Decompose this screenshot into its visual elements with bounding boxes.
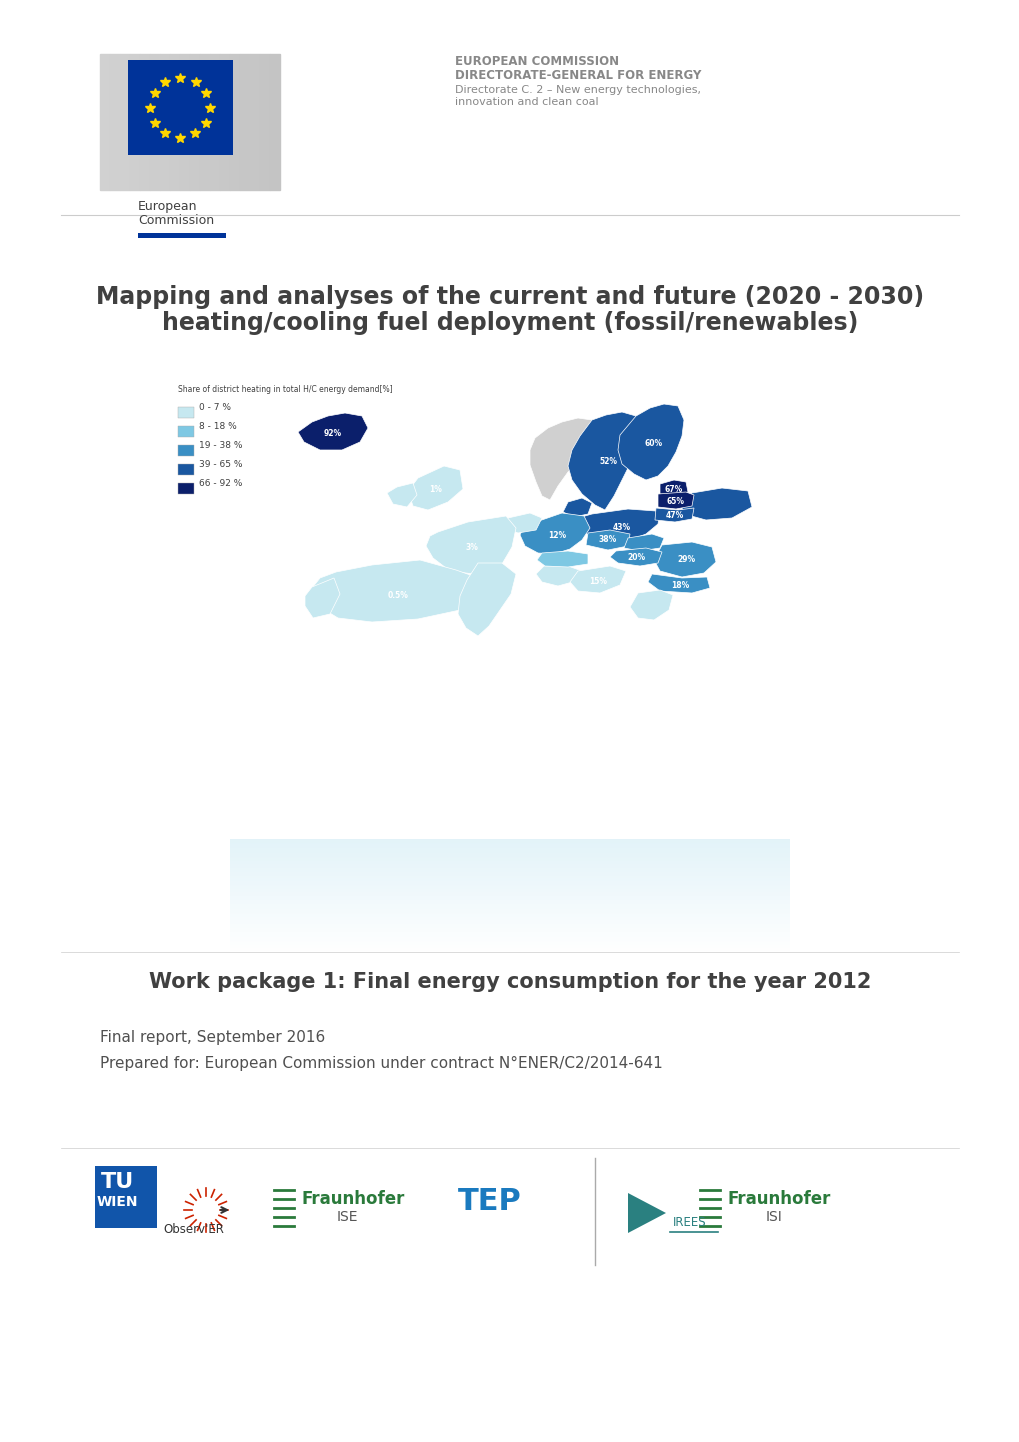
Bar [178, 407, 194, 418]
Bar [200, 53, 210, 190]
Text: 20%: 20% [627, 554, 644, 562]
Bar [160, 53, 170, 190]
Text: Mapping and analyses of the current and future (2020 - 2030): Mapping and analyses of the current and … [96, 286, 923, 309]
Polygon shape [312, 559, 480, 622]
Bar [178, 483, 194, 495]
Text: 3%: 3% [465, 544, 478, 552]
Text: Observ'ER: Observ'ER [163, 1223, 224, 1236]
Text: 60%: 60% [644, 440, 662, 448]
Polygon shape [680, 487, 751, 521]
Polygon shape [618, 404, 684, 480]
Polygon shape [520, 513, 589, 554]
Polygon shape [408, 466, 463, 510]
Polygon shape [630, 590, 673, 620]
Polygon shape [426, 516, 516, 574]
Text: 12%: 12% [547, 531, 566, 539]
Text: 15%: 15% [588, 577, 606, 585]
Text: 0.5%: 0.5% [387, 591, 408, 600]
Polygon shape [530, 418, 599, 500]
Bar [260, 53, 270, 190]
Text: DIRECTORATE-GENERAL FOR ENERGY: DIRECTORATE-GENERAL FOR ENERGY [454, 69, 701, 82]
Text: 52%: 52% [598, 457, 616, 467]
Bar [220, 53, 229, 190]
Polygon shape [503, 513, 541, 534]
Text: 92%: 92% [324, 428, 341, 437]
Bar [100, 53, 110, 190]
Polygon shape [647, 574, 709, 593]
Bar [229, 53, 239, 190]
Text: TU: TU [101, 1172, 135, 1193]
Polygon shape [562, 497, 591, 518]
Text: 66 - 92 %: 66 - 92 % [199, 479, 243, 487]
Text: 47%: 47% [665, 510, 684, 519]
Text: innovation and clean coal: innovation and clean coal [454, 97, 598, 107]
Bar [140, 53, 150, 190]
Text: EUROPEAN COMMISSION: EUROPEAN COMMISSION [454, 55, 619, 68]
Text: 43%: 43% [612, 522, 631, 532]
Polygon shape [659, 480, 688, 496]
Text: 38%: 38% [598, 535, 616, 545]
Text: 0 - 7 %: 0 - 7 % [199, 402, 230, 412]
Text: Fraunhofer: Fraunhofer [728, 1190, 830, 1208]
Text: WIEN: WIEN [97, 1195, 139, 1208]
Text: 39 - 65 %: 39 - 65 % [199, 460, 243, 469]
Polygon shape [624, 534, 663, 551]
Text: 8 - 18 %: 8 - 18 % [199, 423, 236, 431]
Text: ISE: ISE [336, 1210, 358, 1224]
Bar [179, 53, 190, 190]
Polygon shape [536, 551, 587, 567]
Polygon shape [654, 508, 693, 522]
Bar [95, 1167, 157, 1229]
Bar [127, 61, 232, 154]
Polygon shape [628, 1193, 665, 1233]
Bar [178, 464, 194, 474]
Bar [129, 53, 140, 190]
Text: Directorate C. 2 – New energy technologies,: Directorate C. 2 – New energy technologi… [454, 85, 700, 95]
Polygon shape [305, 578, 339, 619]
Text: European: European [138, 200, 198, 213]
Bar [239, 53, 250, 190]
Polygon shape [578, 509, 659, 542]
Polygon shape [653, 542, 715, 577]
Bar [150, 53, 160, 190]
Text: Final report, September 2016: Final report, September 2016 [100, 1030, 325, 1045]
Polygon shape [570, 567, 626, 593]
Bar [250, 53, 260, 190]
Bar [110, 53, 120, 190]
Polygon shape [609, 548, 661, 567]
Text: IREES: IREES [673, 1216, 706, 1229]
Text: heating/cooling fuel deployment (fossil/renewables): heating/cooling fuel deployment (fossil/… [162, 311, 857, 335]
Text: Prepared for: European Commission under contract N°ENER/C2/2014-641: Prepared for: European Commission under … [100, 1056, 662, 1071]
Polygon shape [458, 562, 516, 636]
Text: 18%: 18% [671, 581, 689, 590]
Text: 1%: 1% [429, 485, 442, 493]
Polygon shape [568, 412, 641, 510]
Text: Commission: Commission [138, 213, 214, 226]
Polygon shape [298, 412, 368, 450]
Bar [178, 446, 194, 456]
Text: 67%: 67% [664, 485, 683, 493]
Text: 19 - 38 %: 19 - 38 % [199, 441, 243, 450]
Polygon shape [657, 492, 693, 509]
Text: 29%: 29% [677, 555, 694, 564]
Polygon shape [586, 531, 630, 549]
Bar [178, 425, 194, 437]
Text: Work package 1: Final energy consumption for the year 2012: Work package 1: Final energy consumption… [149, 972, 870, 992]
Bar [270, 53, 280, 190]
Text: Fraunhofer: Fraunhofer [302, 1190, 405, 1208]
Bar [170, 53, 179, 190]
Text: 65%: 65% [666, 496, 685, 506]
Text: Share of district heating in total H/C energy demand[%]: Share of district heating in total H/C e… [178, 385, 392, 394]
Text: ISI: ISI [765, 1210, 782, 1224]
Bar [210, 53, 220, 190]
Bar [120, 53, 129, 190]
Bar [138, 234, 226, 238]
Polygon shape [535, 567, 582, 585]
Bar [190, 53, 200, 190]
Polygon shape [386, 483, 417, 508]
Text: TEP: TEP [458, 1187, 522, 1216]
